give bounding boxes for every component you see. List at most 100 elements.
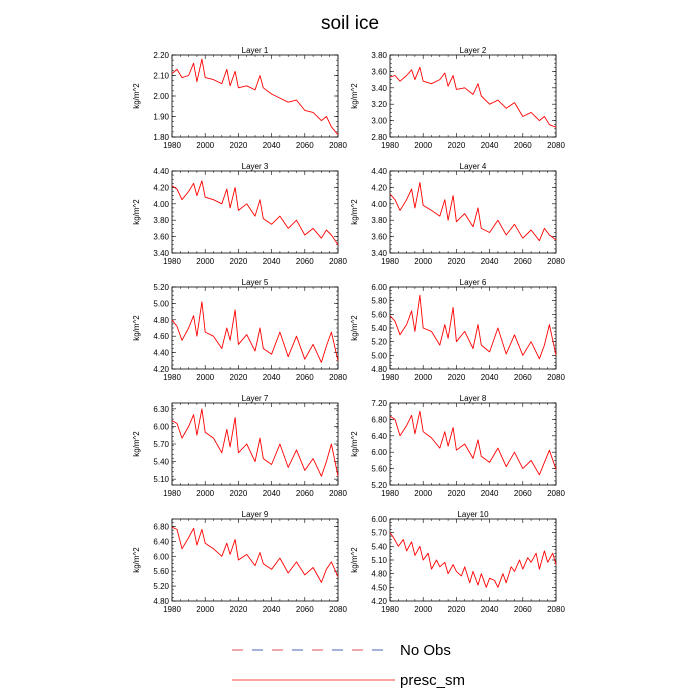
x-tick-label-layer-5: 2020 bbox=[230, 373, 248, 382]
legend-label-presc-sm: presc_sm bbox=[400, 672, 465, 689]
y-tick-label-layer-6: 4.80 bbox=[371, 365, 387, 374]
series-line-layer-9 bbox=[171, 526, 339, 583]
x-tick-label-layer-7: 2000 bbox=[196, 489, 214, 498]
panel-layer-8: Layer 8 1980 2000 2020 2040 2060 2080 5.20 5.60 6… bbox=[350, 394, 565, 498]
plot-frame-layer-8 bbox=[389, 402, 557, 486]
y-tick-label-layer-7: 5.70 bbox=[153, 440, 169, 449]
x-tick-label-layer-7: 2040 bbox=[263, 489, 281, 498]
panel-layer-6: Layer 6 1980 2000 2020 2040 2060 2080 4.80 5.00 5… bbox=[350, 278, 565, 382]
y-tick-label-layer-5: 4.80 bbox=[153, 316, 169, 325]
y-tick-label-layer-9: 4.80 bbox=[153, 597, 169, 606]
x-tick-label-layer-4: 2000 bbox=[414, 257, 432, 266]
x-tick-label-layer-10: 2060 bbox=[514, 605, 532, 614]
y-tick-label-layer-10: 6.00 bbox=[371, 515, 387, 524]
y-tick-label-layer-7: 5.10 bbox=[153, 475, 169, 484]
y-tick-label-layer-10: 4.20 bbox=[371, 597, 387, 606]
y-tick-label-layer-9: 6.80 bbox=[153, 522, 169, 531]
y-axis-label-layer-3: kg/m^2 bbox=[132, 199, 141, 225]
x-tick-label-layer-6: 1980 bbox=[381, 373, 399, 382]
x-tick-label-layer-4: 1980 bbox=[381, 257, 399, 266]
y-axis-label-layer-7: kg/m^2 bbox=[132, 431, 141, 457]
panel-title-layer-4: Layer 4 bbox=[460, 162, 487, 171]
series-line-layer-2 bbox=[389, 66, 557, 128]
figure-title: soil ice bbox=[321, 13, 379, 34]
y-tick-label-layer-6: 6.00 bbox=[371, 283, 387, 292]
x-tick-label-layer-10: 1980 bbox=[381, 605, 399, 614]
x-tick-label-layer-7: 2020 bbox=[230, 489, 248, 498]
y-tick-label-layer-5: 4.40 bbox=[153, 349, 169, 358]
y-tick-label-layer-4: 4.20 bbox=[371, 183, 387, 192]
y-tick-label-layer-4: 3.60 bbox=[371, 233, 387, 242]
panel-title-layer-3: Layer 3 bbox=[242, 162, 269, 171]
x-tick-label-layer-2: 1980 bbox=[381, 141, 399, 150]
x-tick-label-layer-3: 2040 bbox=[263, 257, 281, 266]
y-tick-label-layer-3: 3.40 bbox=[153, 249, 169, 258]
x-tick-label-layer-1: 2000 bbox=[196, 141, 214, 150]
plot-frame-layer-1 bbox=[171, 54, 339, 138]
x-tick-label-layer-8: 1980 bbox=[381, 489, 399, 498]
x-tick-label-layer-7: 1980 bbox=[163, 489, 181, 498]
y-tick-label-layer-2: 3.60 bbox=[371, 67, 387, 76]
panel-title-layer-8: Layer 8 bbox=[460, 394, 487, 403]
x-tick-label-layer-2: 2040 bbox=[481, 141, 499, 150]
y-tick-label-layer-7: 5.40 bbox=[153, 458, 169, 467]
x-tick-label-layer-1: 2060 bbox=[296, 141, 314, 150]
x-tick-label-layer-7: 2060 bbox=[296, 489, 314, 498]
y-tick-label-layer-6: 5.20 bbox=[371, 338, 387, 347]
y-tick-label-layer-5: 4.20 bbox=[153, 365, 169, 374]
x-tick-label-layer-6: 2080 bbox=[547, 373, 565, 382]
y-tick-label-layer-4: 4.40 bbox=[371, 167, 387, 176]
x-tick-label-layer-10: 2020 bbox=[448, 605, 466, 614]
y-tick-label-layer-4: 3.40 bbox=[371, 249, 387, 258]
y-tick-label-layer-2: 3.80 bbox=[371, 51, 387, 60]
legend-item-no-obs: No Obs bbox=[232, 642, 451, 659]
series-line-layer-7 bbox=[171, 408, 339, 477]
y-tick-label-layer-5: 4.60 bbox=[153, 332, 169, 341]
y-tick-label-layer-3: 3.80 bbox=[153, 216, 169, 225]
y-tick-label-layer-1: 1.80 bbox=[153, 133, 169, 142]
y-tick-label-layer-3: 4.40 bbox=[153, 167, 169, 176]
panel-layer-3: Layer 3 1980 2000 2020 2040 2060 2080 3.40 3.60 3… bbox=[132, 162, 347, 266]
plot-frame-layer-9 bbox=[171, 518, 339, 602]
panel-layer-7: Layer 7 1980 2000 2020 2040 2060 2080 5.10 5.40 5… bbox=[132, 394, 347, 498]
y-tick-label-layer-8: 6.40 bbox=[371, 432, 387, 441]
y-tick-label-layer-9: 5.20 bbox=[153, 582, 169, 591]
panel-title-layer-10: Layer 10 bbox=[457, 510, 489, 519]
y-tick-label-layer-5: 5.20 bbox=[153, 283, 169, 292]
y-tick-label-layer-6: 5.80 bbox=[371, 297, 387, 306]
x-tick-label-layer-4: 2060 bbox=[514, 257, 532, 266]
x-tick-label-layer-6: 2000 bbox=[414, 373, 432, 382]
panel-layer-5: Layer 5 1980 2000 2020 2040 2060 2080 4.20 4.40 4… bbox=[132, 278, 347, 382]
y-tick-label-layer-1: 2.10 bbox=[153, 72, 169, 81]
y-tick-label-layer-9: 6.40 bbox=[153, 537, 169, 546]
x-tick-label-layer-2: 2060 bbox=[514, 141, 532, 150]
x-tick-label-layer-9: 2020 bbox=[230, 605, 248, 614]
y-axis-label-layer-5: kg/m^2 bbox=[132, 315, 141, 341]
x-tick-label-layer-5: 2060 bbox=[296, 373, 314, 382]
x-tick-label-layer-7: 2080 bbox=[329, 489, 347, 498]
y-tick-label-layer-10: 4.50 bbox=[371, 583, 387, 592]
y-tick-label-layer-9: 5.60 bbox=[153, 567, 169, 576]
y-tick-label-layer-10: 5.10 bbox=[371, 556, 387, 565]
x-tick-label-layer-8: 2000 bbox=[414, 489, 432, 498]
x-tick-label-layer-10: 2080 bbox=[547, 605, 565, 614]
x-tick-label-layer-2: 2000 bbox=[414, 141, 432, 150]
y-axis-label-layer-4: kg/m^2 bbox=[350, 199, 359, 225]
y-axis-label-layer-6: kg/m^2 bbox=[350, 315, 359, 341]
y-tick-label-layer-2: 2.80 bbox=[371, 133, 387, 142]
x-tick-label-layer-2: 2080 bbox=[547, 141, 565, 150]
y-tick-label-layer-6: 5.60 bbox=[371, 310, 387, 319]
x-tick-label-layer-4: 2020 bbox=[448, 257, 466, 266]
x-tick-label-layer-10: 2040 bbox=[481, 605, 499, 614]
y-axis-label-layer-2: kg/m^2 bbox=[350, 83, 359, 109]
legend-label-no-obs: No Obs bbox=[400, 642, 451, 659]
y-tick-label-layer-5: 5.00 bbox=[153, 299, 169, 308]
y-tick-label-layer-10: 4.80 bbox=[371, 570, 387, 579]
panel-title-layer-9: Layer 9 bbox=[242, 510, 269, 519]
x-tick-label-layer-9: 2060 bbox=[296, 605, 314, 614]
legend-item-presc-sm: presc_sm bbox=[232, 672, 465, 689]
panel-layer-10: Layer 10 1980 2000 2020 2040 2060 2080 4.20 4.50… bbox=[350, 510, 565, 614]
x-tick-label-layer-1: 2080 bbox=[329, 141, 347, 150]
panel-layer-9: Layer 9 1980 2000 2020 2040 2060 2080 4.80 5.20 5… bbox=[132, 510, 347, 614]
x-tick-label-layer-3: 2080 bbox=[329, 257, 347, 266]
